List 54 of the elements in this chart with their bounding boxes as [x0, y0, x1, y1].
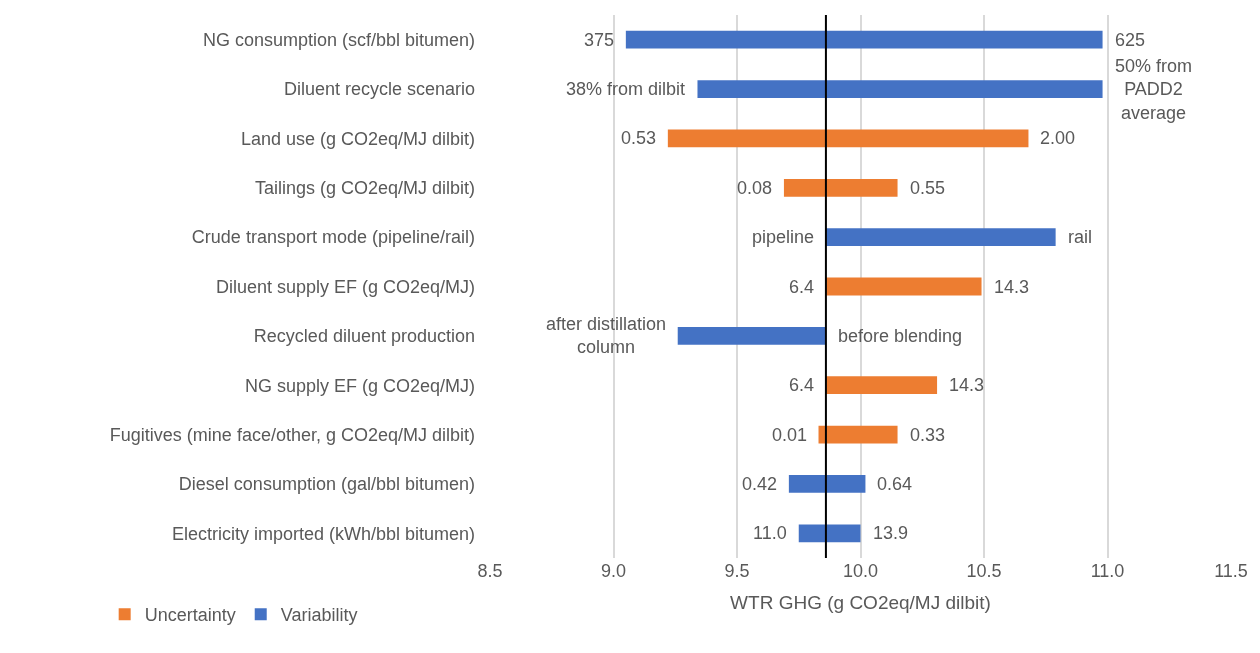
legend-label: Variability	[280, 605, 358, 626]
annotation: 14.3	[949, 375, 985, 395]
annotation: 375	[584, 30, 615, 50]
x-tick-label: 9.0	[600, 561, 627, 581]
annotation: 0.64	[877, 474, 913, 494]
bar	[798, 524, 861, 543]
annotation: 13.9	[873, 523, 909, 543]
annotation: 0.55	[910, 178, 946, 198]
bar	[825, 228, 1056, 247]
bar	[625, 30, 1103, 49]
bar	[825, 277, 982, 296]
annotation: 0.08	[737, 178, 773, 198]
x-tick-label: 10.5	[966, 561, 1002, 581]
annotation: 38% from dilbit	[566, 79, 686, 99]
annotation: before blending	[838, 326, 963, 346]
annotation: 625	[1115, 30, 1146, 50]
annotation: 6.4	[789, 277, 815, 297]
y-tick-label: Diluent recycle scenario	[283, 79, 475, 100]
y-tick-label: NG supply EF (g CO2eq/MJ)	[244, 375, 475, 396]
y-tick-label: Diluent supply EF (g CO2eq/MJ)	[215, 276, 475, 297]
bar	[818, 425, 898, 444]
annotation: 2.00	[1040, 128, 1076, 148]
y-tick-label: NG consumption (scf/bbl bitumen)	[202, 29, 475, 50]
y-tick-label: Land use (g CO2eq/MJ dilbit)	[240, 128, 475, 149]
y-tick-label: Crude transport mode (pipeline/rail)	[191, 227, 475, 248]
annotation: after distillation column	[546, 314, 667, 358]
x-axis-title: WTR GHG (g CO2eq/MJ dilbit)	[730, 591, 991, 613]
y-tick-label: Electricity imported (kWh/bbl bitumen)	[171, 523, 475, 544]
bar	[788, 475, 866, 493]
annotation: rail	[1068, 227, 1093, 247]
annotation: 50% from PADD2 average	[1115, 56, 1193, 123]
annotation: 11.0	[753, 523, 787, 543]
bar	[677, 326, 826, 345]
bar	[783, 178, 898, 197]
bar	[825, 376, 938, 395]
legend-label: Uncertainty	[144, 605, 236, 626]
annotation: 0.42	[742, 474, 778, 494]
annotation: 14.3	[994, 277, 1030, 297]
y-tick-label: Tailings (g CO2eq/MJ dilbit)	[254, 178, 475, 199]
bar	[697, 80, 1103, 98]
x-tick-label: 9.5	[724, 561, 750, 581]
x-tick-label: 8.5	[477, 561, 503, 581]
annotation: 0.01	[772, 425, 808, 445]
y-tick-label: Fugitives (mine face/other, g CO2eq/MJ dilbit)	[109, 424, 475, 445]
annotation: 6.4	[789, 375, 815, 395]
annotation: 0.53	[621, 128, 657, 148]
annotation: pipeline	[752, 227, 815, 247]
y-tick-label: Diesel consumption (gal/bbl bitumen)	[178, 474, 475, 495]
x-tick-label: 11.5	[1214, 561, 1248, 581]
y-tick-label: Recycled diluent production	[253, 326, 475, 347]
annotation: 0.33	[910, 425, 946, 445]
x-tick-label: 11.0	[1090, 561, 1125, 581]
bar	[667, 129, 1029, 148]
x-tick-label: 10.0	[842, 561, 879, 581]
